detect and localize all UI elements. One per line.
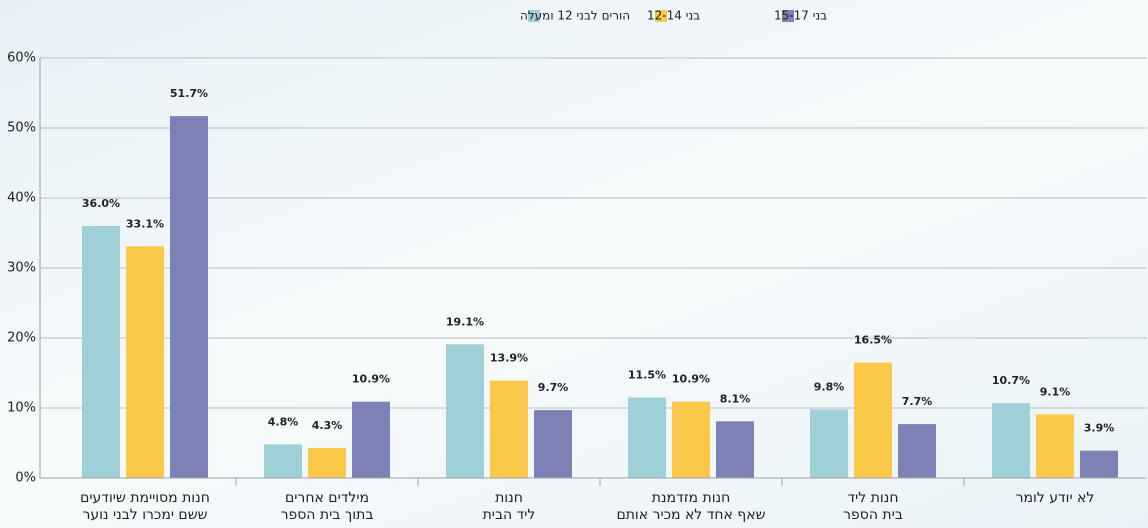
bar xyxy=(810,409,848,478)
value-label: 19.1% xyxy=(446,315,484,328)
legend-swatch xyxy=(782,10,794,22)
y-tick-label: 10% xyxy=(7,401,36,416)
bar xyxy=(628,397,666,478)
bar xyxy=(854,362,892,478)
bar xyxy=(170,116,208,478)
value-label: 4.8% xyxy=(268,415,299,428)
x-tick-label: לא יודע לומר xyxy=(1016,490,1095,506)
value-label: 51.7% xyxy=(170,87,208,100)
value-label: 13.9% xyxy=(490,352,528,365)
bar xyxy=(992,403,1030,478)
bar xyxy=(126,246,164,478)
y-tick-label: 60% xyxy=(7,51,36,66)
y-tick-label: 30% xyxy=(7,261,36,276)
x-tick-label: חנות ליד בית הספר xyxy=(843,490,903,523)
value-label: 4.3% xyxy=(312,419,343,432)
value-label: 9.7% xyxy=(538,381,569,394)
value-label: 8.1% xyxy=(720,392,751,405)
legend-label: הורים לבני 12 ומעלה xyxy=(520,9,630,23)
x-tick-label: חנות מסויימת שיודעים ששם ימכרו לבני נוער xyxy=(80,490,210,523)
x-tick-label: חנות ליד הבית xyxy=(483,490,536,523)
x-tick-label: מילדים אחרים בתוך בית הספר xyxy=(281,490,374,523)
y-tick-label: 20% xyxy=(7,331,36,346)
value-label: 7.7% xyxy=(902,395,933,408)
value-label: 36.0% xyxy=(82,197,120,210)
bar xyxy=(534,410,572,478)
bar xyxy=(672,401,710,478)
y-tick-label: 0% xyxy=(15,471,36,486)
bar xyxy=(82,226,120,478)
value-label: 33.1% xyxy=(126,217,164,230)
value-label: 3.9% xyxy=(1084,422,1115,435)
value-label: 10.9% xyxy=(672,373,710,386)
legend-swatch xyxy=(655,10,667,22)
y-tick-label: 50% xyxy=(7,121,36,136)
bar xyxy=(490,380,528,478)
value-label: 9.8% xyxy=(814,380,845,393)
x-tick-label: חנות מזדמנת שאף אחד לא מכיר אותם xyxy=(616,490,765,523)
bar xyxy=(898,424,936,478)
legend-label: בני 15-17 xyxy=(774,9,827,23)
y-tick-label: 40% xyxy=(7,191,36,206)
value-label: 9.1% xyxy=(1040,385,1071,398)
value-label: 16.5% xyxy=(854,334,892,347)
bar xyxy=(1080,450,1118,478)
bar xyxy=(1036,414,1074,478)
bar xyxy=(446,344,484,478)
bar xyxy=(308,447,346,478)
bar xyxy=(264,444,302,478)
value-label: 11.5% xyxy=(628,369,666,382)
legend-label: בני 12-14 xyxy=(647,9,700,23)
bar xyxy=(716,421,754,478)
bar xyxy=(352,401,390,478)
value-label: 10.7% xyxy=(992,374,1030,387)
value-label: 10.9% xyxy=(352,373,390,386)
legend-swatch xyxy=(528,10,540,22)
